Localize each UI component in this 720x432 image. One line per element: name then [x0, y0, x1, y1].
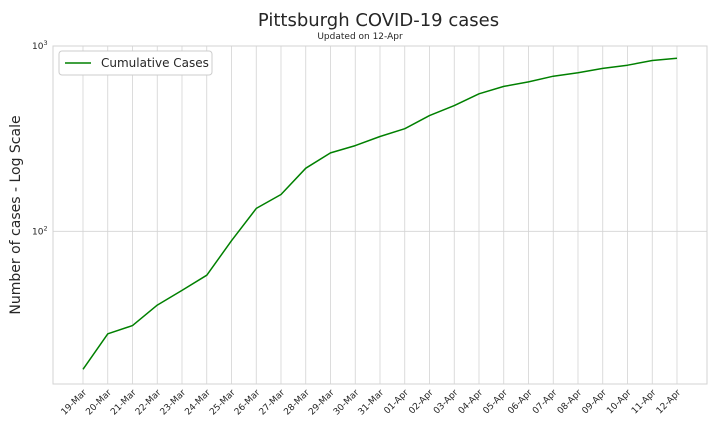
data-point [478, 93, 480, 95]
x-tick-label: 04-Apr [457, 388, 486, 417]
data-point [329, 152, 331, 154]
data-point [453, 104, 455, 106]
x-tick-label: 30-Mar [332, 388, 362, 418]
x-tick-label: 08-Apr [556, 388, 585, 417]
data-point [651, 59, 653, 61]
data-point [552, 75, 554, 77]
data-point [255, 207, 257, 209]
data-point [107, 333, 109, 335]
x-tick-label: 27-Mar [258, 388, 288, 418]
x-tick-label: 09-Apr [581, 388, 610, 417]
chart-subtitle: Updated on 12-Apr [317, 32, 403, 42]
x-tick-label: 29-Mar [307, 388, 337, 418]
x-tick-label: 02-Apr [407, 388, 436, 417]
x-tick-label: 20-Mar [84, 388, 114, 418]
x-tick-label: 05-Apr [482, 388, 511, 417]
data-point [404, 127, 406, 129]
data-point [156, 304, 158, 306]
x-tick-label: 28-Mar [282, 388, 312, 418]
series-layer [82, 57, 678, 370]
data-point [280, 193, 282, 195]
data-point [230, 239, 232, 241]
data-point [676, 57, 678, 59]
x-tick-label: 24-Mar [183, 388, 213, 418]
data-point [626, 64, 628, 66]
y-axis-label: Number of cases - Log Scale [8, 115, 24, 314]
data-point [379, 135, 381, 137]
x-tick-label: 07-Apr [531, 388, 560, 417]
x-tick-label: 19-Mar [60, 388, 90, 418]
legend: Cumulative Cases [58, 50, 213, 76]
data-point [428, 114, 430, 116]
x-tick-label: 03-Apr [432, 388, 461, 417]
x-tick-label: 26-Mar [233, 388, 263, 418]
data-point [527, 81, 529, 83]
x-tick-label: 25-Mar [208, 388, 238, 418]
x-tick-labels: 19-Mar20-Mar21-Mar22-Mar23-Mar24-Mar25-M… [60, 388, 684, 418]
x-tick-label: 06-Apr [506, 388, 535, 417]
data-point [503, 85, 505, 87]
legend-label: Cumulative Cases [101, 56, 209, 70]
x-tick-label: 22-Mar [134, 388, 164, 418]
x-tick-label: 10-Apr [605, 388, 634, 417]
x-tick-label: 31-Mar [357, 388, 387, 418]
y-tick-label: 102 [32, 224, 48, 237]
grid [53, 45, 707, 384]
data-point [602, 67, 604, 69]
x-tick-label: 11-Apr [630, 388, 659, 417]
x-tick-label: 23-Mar [159, 388, 189, 418]
data-point [181, 289, 183, 291]
data-point [305, 167, 307, 169]
plot-area [52, 45, 708, 385]
data-point [82, 368, 84, 370]
data-point [577, 71, 579, 73]
legend-box [58, 50, 213, 76]
series-line-cumulative-cases [82, 57, 678, 370]
x-tick-label: 21-Mar [109, 388, 139, 418]
chart-title: Pittsburgh COVID-19 cases [258, 10, 499, 31]
data-point [354, 144, 356, 146]
y-tick-label: 103 [32, 39, 48, 52]
x-tick-label: 01-Apr [383, 388, 412, 417]
data-point [131, 324, 133, 326]
y-tick-labels: 102 103 [32, 39, 48, 237]
x-tick-label: 12-Apr [655, 388, 684, 417]
data-point [206, 274, 208, 276]
